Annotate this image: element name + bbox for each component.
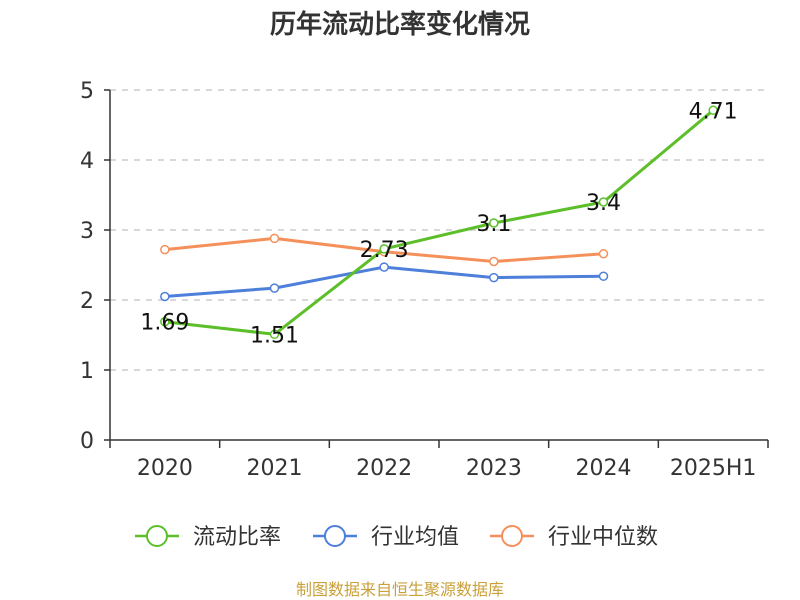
data-point [269,283,280,293]
data-point [598,197,609,207]
y-tick-label: 2 [80,289,94,314]
y-tick-label: 1 [80,359,94,384]
legend-label: 流动比率 [193,525,281,550]
legend-label: 行业均值 [371,525,459,550]
data-labels: 1.69 1.51 2.73 3.1 3.4 4.71 [140,99,737,348]
legend-label: 行业中位数 [548,525,658,550]
x-tick-label: 2025H1 [670,456,757,481]
source-note: 制图数据来自恒生聚源数据库 [296,580,504,599]
legend-marker [501,525,523,547]
data-point [598,249,609,259]
data-label: 4.71 [689,99,738,124]
legend-marker [146,525,168,547]
data-point [489,272,499,283]
x-tick-label: 2021 [247,456,303,481]
data-point [489,256,499,267]
axes: 0 1 2 3 4 5 2020 2021 2022 2023 2024 2025H1 [80,79,769,481]
data-label: 2.73 [360,238,409,263]
data-point [708,105,718,116]
y-tick-label: 4 [80,149,94,174]
data-point [598,271,609,281]
data-point [269,233,280,244]
series-layer [160,105,718,340]
x-tick-label: 2020 [137,456,193,481]
data-label: 3.4 [586,191,621,216]
data-point [489,218,499,228]
data-label: 1.51 [250,323,299,348]
data-point [160,316,170,327]
x-tick-label: 2024 [576,456,632,481]
y-tick-label: 0 [80,429,94,454]
grid [110,89,768,371]
data-label: 1.69 [140,311,189,336]
x-tick-label: 2023 [466,456,522,481]
chart-title: 历年流动比率变化情况 [270,9,530,40]
data-label: 3.1 [476,212,511,237]
data-point [160,244,170,255]
legend-marker [324,525,346,547]
series-line [164,109,715,336]
data-point [160,291,170,302]
data-point [269,329,280,340]
y-tick-label: 3 [80,219,94,244]
legend: 流动比率 行业均值 行业中位数 [135,525,658,550]
x-tick-label: 2022 [356,456,412,481]
data-point [379,262,389,272]
y-tick-label: 5 [80,79,94,104]
data-point [379,244,389,254]
